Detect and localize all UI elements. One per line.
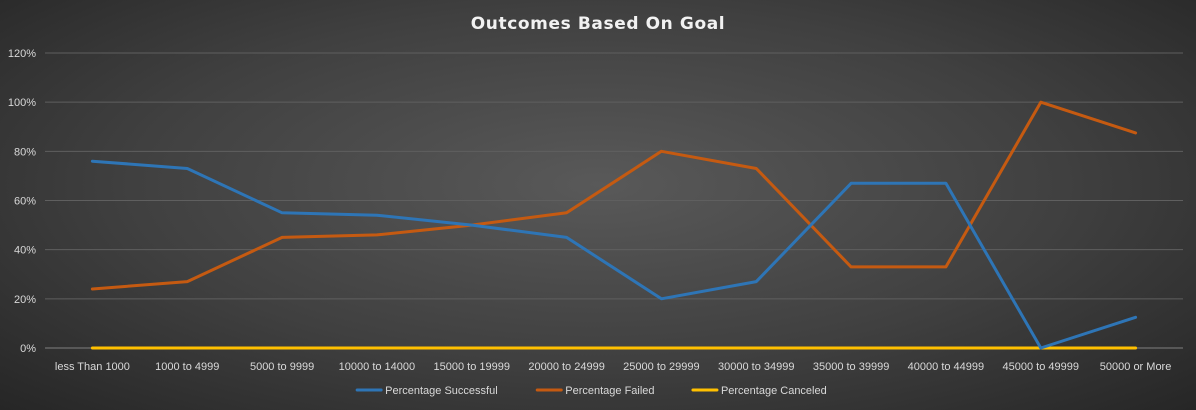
legend-label: Percentage Successful bbox=[385, 385, 498, 397]
legend-label: Percentage Failed bbox=[565, 385, 654, 397]
x-tick-label: 35000 to 39999 bbox=[813, 361, 889, 373]
y-tick-label: 80% bbox=[14, 146, 36, 158]
x-tick-label: 10000 to 14000 bbox=[339, 361, 415, 373]
x-tick-label: 20000 to 24999 bbox=[528, 361, 604, 373]
series-line-percentage-failed bbox=[90, 100, 1138, 291]
legend-label: Percentage Canceled bbox=[721, 385, 827, 397]
x-tick-label: 30000 to 34999 bbox=[718, 361, 794, 373]
y-tick-label: 0% bbox=[20, 343, 36, 355]
legend-item-percentage-canceled: Percentage Canceled bbox=[691, 385, 827, 397]
y-tick-label: 120% bbox=[8, 48, 36, 60]
legend-item-percentage-successful: Percentage Successful bbox=[355, 385, 498, 397]
y-tick-label: 100% bbox=[8, 97, 36, 109]
y-tick-label: 60% bbox=[14, 196, 36, 208]
legend-item-percentage-failed: Percentage Failed bbox=[535, 385, 655, 397]
x-tick-label: 1000 to 4999 bbox=[155, 361, 219, 373]
x-tick-label: 5000 to 9999 bbox=[250, 361, 314, 373]
x-tick-label: 25000 to 29999 bbox=[623, 361, 699, 373]
x-axis-tick-labels: less Than 1000 1000 to 4999 5000 to 9999 10… bbox=[55, 361, 1171, 373]
y-axis-tick-labels: 0% 20% 40% 60% 80% 100% 120% bbox=[8, 48, 36, 355]
gridlines bbox=[45, 52, 1183, 349]
legend: Percentage Successful Percentage Failed Pe… bbox=[355, 385, 827, 397]
x-tick-label: 15000 to 19999 bbox=[434, 361, 510, 373]
x-tick-label: 50000 or More bbox=[1100, 361, 1172, 373]
series-line-percentage-successful bbox=[90, 159, 1138, 350]
y-tick-label: 20% bbox=[14, 294, 36, 306]
x-tick-label: less Than 1000 bbox=[55, 361, 130, 373]
series-lines bbox=[90, 100, 1138, 350]
x-tick-label: 40000 to 44999 bbox=[908, 361, 984, 373]
x-tick-label: 45000 to 49999 bbox=[1003, 361, 1079, 373]
chart-title: Outcomes Based On Goal bbox=[471, 14, 726, 34]
y-tick-label: 40% bbox=[14, 245, 36, 257]
